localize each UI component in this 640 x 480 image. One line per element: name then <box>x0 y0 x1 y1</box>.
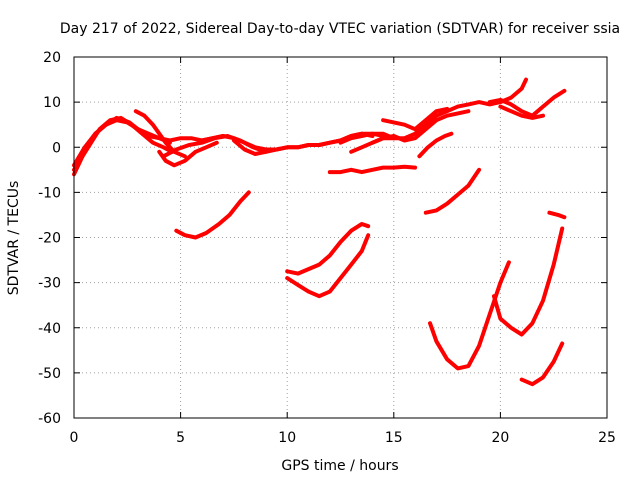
y-tick-label: -30 <box>38 276 61 292</box>
y-tick-label: -50 <box>38 366 61 382</box>
series-arc-24 <box>547 210 567 220</box>
x-tick-label: 5 <box>176 430 185 446</box>
y-tick-label: 20 <box>43 50 61 66</box>
series-arc-9 <box>338 131 396 145</box>
series-arc-3 <box>72 115 172 168</box>
y-axis-label: SDTVAR / TECUs <box>6 181 22 296</box>
x-tick-label: 20 <box>491 430 509 446</box>
series-arc-1 <box>72 118 226 177</box>
y-tick-labels: -60 -50 -40 -30 -20 -10 0 10 20 <box>38 50 61 427</box>
series-arc-20 <box>285 233 371 299</box>
series-arc-5 <box>157 140 219 168</box>
series-arc-8 <box>231 131 375 156</box>
x-tick-labels: 0 5 10 15 20 25 <box>70 430 616 446</box>
y-tick-label: -60 <box>38 411 61 427</box>
series-arc-17 <box>417 131 454 159</box>
x-axis-label: GPS time / hours <box>281 458 398 474</box>
plot-frame <box>73 56 608 419</box>
series-arc-23 <box>492 226 565 337</box>
data-series-layer <box>72 77 567 387</box>
series-arc-16 <box>327 164 418 175</box>
y-tick-label: -20 <box>38 231 61 247</box>
series-arc-14 <box>487 88 567 118</box>
y-tick-label: -40 <box>38 321 61 337</box>
series-arc-19 <box>285 222 371 276</box>
x-tick-label: 0 <box>70 430 79 446</box>
series-arc-15 <box>498 104 545 120</box>
x-tick-label: 25 <box>598 430 616 446</box>
series-arc-22 <box>428 260 511 371</box>
y-tick-label: -10 <box>38 185 61 201</box>
grid-lines <box>74 57 607 418</box>
series-arc-21 <box>423 167 482 215</box>
series-arc-13 <box>445 77 528 114</box>
x-tick-label: 15 <box>385 430 403 446</box>
y-tick-label: 0 <box>52 140 61 156</box>
series-arc-11 <box>370 109 471 145</box>
series-arc-18 <box>174 190 251 240</box>
y-tick-label: 10 <box>43 95 61 111</box>
x-tick-label: 10 <box>278 430 296 446</box>
series-arc-12 <box>381 106 450 132</box>
chart-title: Day 217 of 2022, Sidereal Day-to-day VTE… <box>60 21 620 37</box>
series-arc-25 <box>519 341 565 387</box>
axis-ticks <box>73 56 608 419</box>
